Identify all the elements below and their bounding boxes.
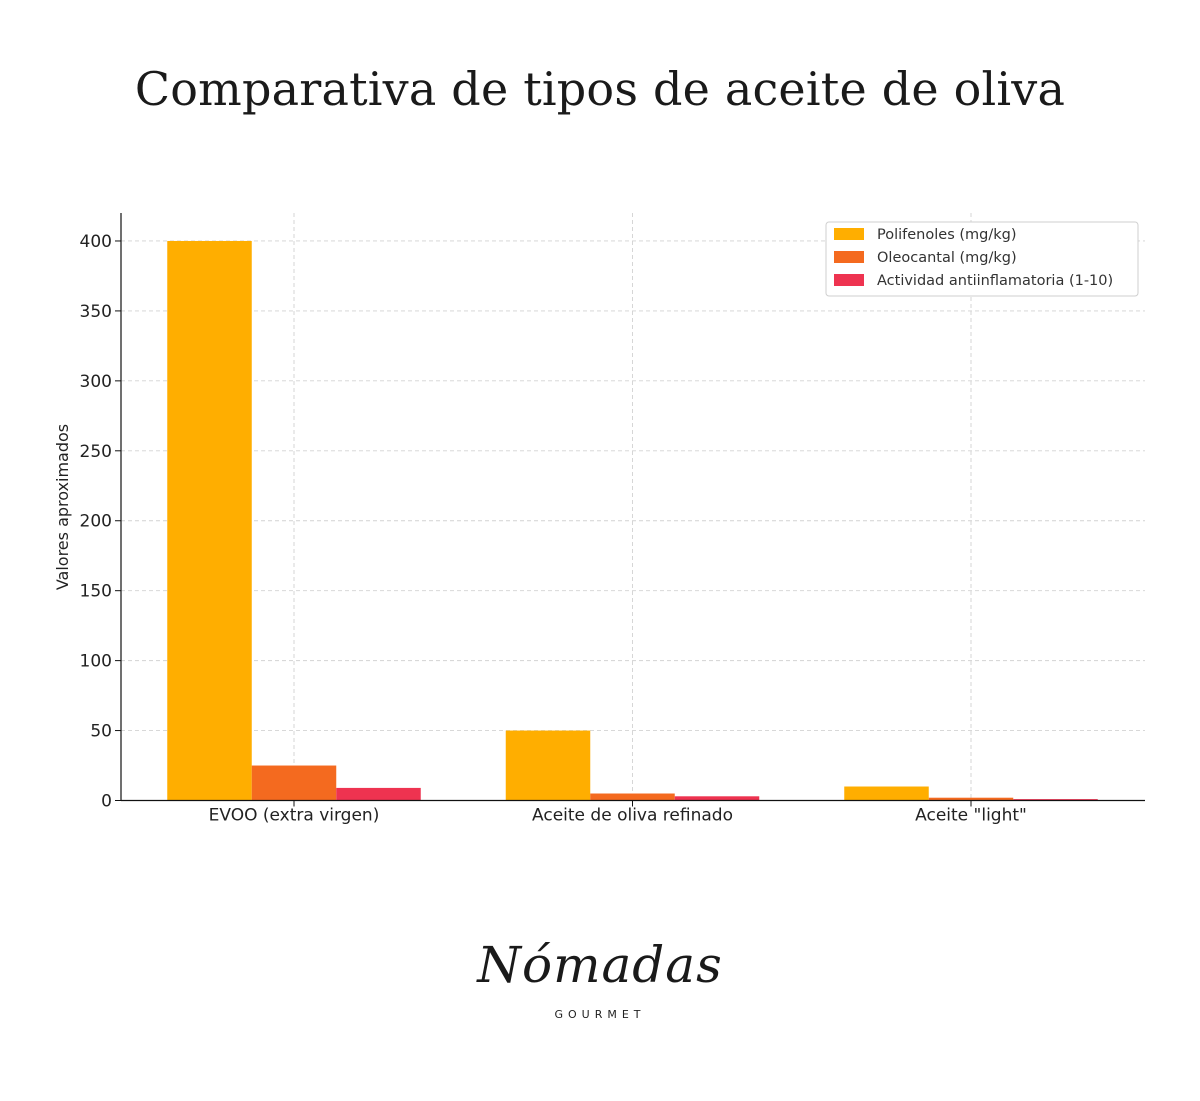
brand-name: Nómadas: [477, 936, 723, 994]
axes: [120, 213, 1145, 802]
x-tick-label: Aceite de oliva refinado: [532, 806, 733, 826]
legend: Polifenoles (mg/kg) Oleocantal (mg/kg) Act…: [825, 221, 1139, 297]
legend-label: Actividad antiinflamatoria (1-10): [877, 273, 1113, 289]
bar: [336, 787, 421, 801]
y-tick-label: 200: [80, 512, 112, 532]
x-tick-label: EVOO (extra virgen): [209, 806, 380, 826]
legend-swatch: [834, 228, 864, 240]
brand-logo: Nómadas GOURMET: [470, 930, 730, 1030]
brand-tagline: GOURMET: [554, 1008, 646, 1021]
y-tick-label: 400: [80, 232, 112, 252]
y-tick-label: 50: [90, 722, 112, 742]
bar: [674, 796, 760, 801]
y-tick-label: 250: [80, 442, 112, 462]
legend-swatch: [834, 274, 864, 286]
bar: [590, 793, 675, 801]
bar: [167, 240, 252, 801]
bar: [505, 730, 591, 801]
y-tick-label: 300: [80, 372, 112, 392]
bar-chart: 0 50 100 150 200 250 300 350 400 EVOO (extra vir…: [53, 213, 1145, 826]
legend-label: Oleocantal (mg/kg): [877, 250, 1017, 266]
y-tick-label: 150: [80, 582, 112, 602]
y-tick-label: 100: [80, 652, 112, 672]
bar: [251, 765, 337, 801]
y-tick-label: 0: [101, 792, 112, 812]
y-tick-label: 350: [80, 302, 112, 322]
page-title: Comparativa de tipos de aceite de oliva: [134, 62, 1066, 116]
legend-box: [825, 221, 1139, 297]
y-tick-labels: 0 50 100 150 200 250 300 350 400: [80, 232, 112, 812]
legend-label: Polifenoles (mg/kg): [877, 227, 1017, 243]
grid-lines: [115, 213, 1145, 807]
legend-swatch: [834, 251, 864, 263]
x-tick-labels: EVOO (extra virgen) Aceite de oliva refin…: [209, 806, 1027, 826]
y-axis-title: Valores aproximados: [53, 424, 72, 590]
bar: [844, 786, 929, 801]
bars: [167, 240, 1098, 801]
bar: [928, 797, 1014, 801]
bar: [1013, 799, 1098, 801]
x-tick-label: Aceite "light": [915, 806, 1027, 826]
